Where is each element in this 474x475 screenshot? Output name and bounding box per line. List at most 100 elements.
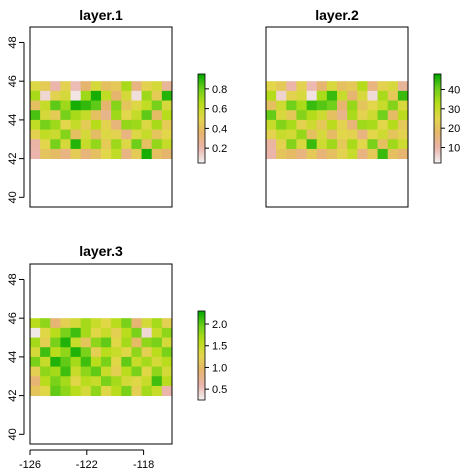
raster-cell [286,100,297,111]
raster-cell [70,119,82,130]
legend-color-step [198,312,205,315]
raster-cell [357,81,368,92]
raster-cell [80,356,92,367]
legend-color-step [434,81,441,84]
raster-cell [347,100,358,111]
raster-cell [121,81,132,92]
raster-cell [50,100,61,111]
legend-color-step [198,122,205,125]
legend-color-step [434,85,441,88]
raster-cell [80,148,92,160]
legend-color-step [434,125,441,129]
raster-cell [90,90,102,101]
raster-cell [40,100,51,111]
legend-tick-label: 40 [448,84,460,96]
raster-cell [70,347,82,358]
raster-cell [70,376,82,387]
raster-cell [357,148,368,160]
legend-color-step [198,137,205,140]
raster-cell [316,119,328,130]
raster-cell [30,148,41,160]
panel-title-layer-2: layer.2 [315,7,359,23]
raster-cell [40,327,51,338]
raster-cell [161,347,173,358]
raster-cell [70,385,82,397]
raster-cell [50,327,61,338]
raster-cell [70,129,82,140]
legend-color-step [434,83,441,86]
legend-color-step [198,349,205,353]
raster-cell [347,90,358,101]
raster-cell [131,366,142,377]
raster-cell [151,119,163,130]
raster-cell [60,139,71,150]
raster-cell [141,100,153,111]
raster-cell [70,81,82,92]
raster-cell [286,119,297,130]
legend-color-step [198,390,205,393]
raster-cell [30,81,41,92]
legend-color-step [198,79,205,82]
legend-color-step [434,99,441,103]
legend-color-step [198,335,205,338]
raster-cell [60,81,71,92]
raster-cell [266,139,277,150]
raster-cell [70,139,82,150]
raster-cell [266,129,277,140]
y-axis-layer-3: 40 42 44 46 48 [7,273,25,440]
raster-cell [60,337,71,348]
raster-cell [286,129,297,140]
legend-color-step [434,155,441,158]
raster-cell [151,318,163,329]
raster-cell [397,90,409,101]
raster-cell [141,376,153,387]
raster-cell [131,347,142,358]
raster-cell [101,327,112,338]
raster-cell [141,356,153,367]
raster-cell [101,129,112,140]
legend-color-step [198,138,205,142]
raster-cell [266,148,277,160]
y-tick-label: 42 [7,152,19,164]
raster-cell [90,139,102,150]
legend-color-step [198,331,205,334]
raster-cell [161,337,173,348]
raster-cell [161,327,173,338]
raster-cell [40,318,51,329]
raster-cell [387,139,399,150]
legend-color-step [434,75,441,78]
raster-cell [326,129,338,140]
panel-layer-3: layer.3 40 42 44 46 48 -126 -122 -118 0.5 1.0 1.… [7,243,227,471]
raster-cell [101,376,112,387]
legend-color-step [198,340,205,343]
legend-color-step [198,114,205,117]
raster-cell [101,366,112,377]
raster-cell [50,318,61,329]
raster-cell [40,347,51,358]
raster-cell [30,110,41,121]
raster-cell [387,129,399,140]
raster-cell [266,119,277,130]
raster-cell [111,129,122,140]
legend-color-step [198,392,205,395]
raster-cell [316,148,328,160]
legend-color-step [434,150,441,153]
raster-cell [296,90,307,101]
raster-cell [101,110,112,121]
raster-cell [30,90,41,101]
raster-cell [121,148,132,160]
raster-cell [316,129,328,140]
raster-cell [30,100,41,111]
raster-cell [326,81,338,92]
legend-color-step [434,127,441,130]
raster-cell [131,327,142,338]
raster-cell [50,356,61,367]
legend-color-step [198,318,205,321]
raster-cell [397,100,409,111]
raster-cell [357,100,368,111]
legend-color-step [198,381,205,384]
raster-cell [151,110,163,121]
raster-cell [70,327,82,338]
legend-color-step [434,105,441,108]
raster-cell [111,366,122,377]
